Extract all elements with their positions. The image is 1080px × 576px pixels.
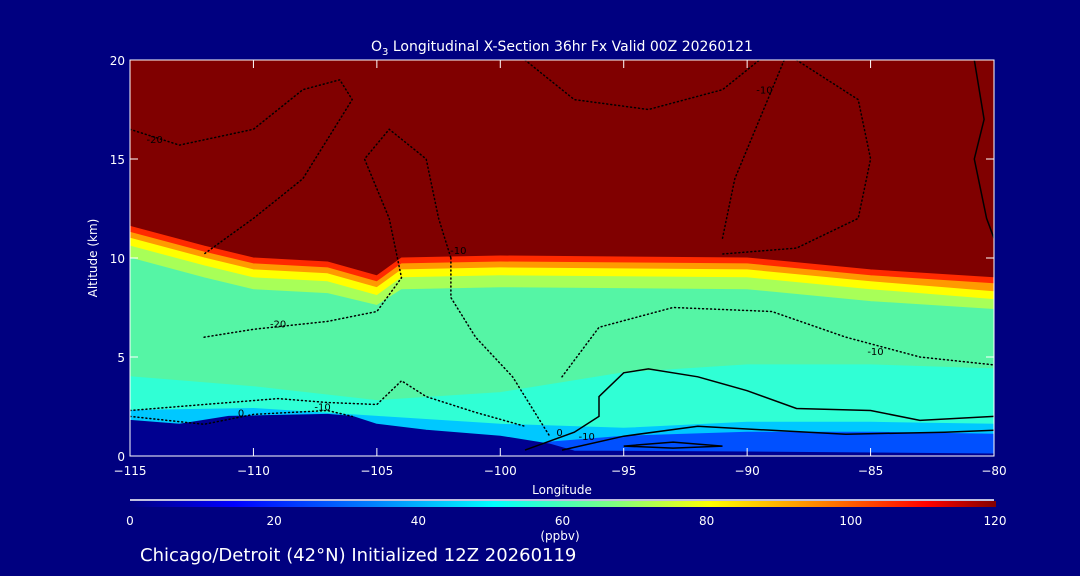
footer-caption: Chicago/Detroit (42°N) Initialized 12Z 2…	[140, 545, 576, 566]
contour-label: -20	[147, 135, 163, 146]
contour-label: -10	[450, 246, 466, 257]
x-tick-label: −85	[858, 464, 883, 478]
contour-label: 0	[238, 408, 244, 419]
y-axis-label: Altitude (km)	[86, 219, 100, 298]
contour-label: -20	[270, 319, 286, 330]
y-tick-label: 10	[110, 252, 125, 266]
contour-line	[973, 60, 994, 239]
contour-line	[561, 306, 994, 378]
contour-line	[721, 60, 785, 239]
colorbar-tick-label: 60	[555, 514, 570, 528]
x-tick-label: −100	[484, 464, 517, 478]
x-tick-label: −105	[360, 464, 393, 478]
colorbar-tick-label: 0	[126, 514, 134, 528]
contour-line	[203, 128, 452, 338]
x-tick-label: −110	[237, 464, 270, 478]
colorbar-label: (ppbv)	[540, 529, 579, 543]
contour-line	[130, 409, 353, 426]
ozone-layer-8	[130, 413, 994, 456]
colorbar-tick-label: 120	[984, 514, 1007, 528]
y-tick-label: 0	[117, 450, 125, 464]
contour-line	[721, 60, 872, 255]
axes: −115 −110 −105 −100 −95 −90 −85 −80 0 5 10 15 20	[110, 54, 1007, 478]
chart-title: O3 Longitudinal X-Section 36hr Fx Valid …	[371, 39, 753, 58]
x-tick-label: −90	[734, 464, 759, 478]
x-axis-label: Longitude	[532, 483, 592, 497]
contour-label: -10	[579, 432, 595, 443]
contour-label: -10	[867, 347, 883, 358]
contour-line	[130, 379, 526, 428]
contour-line	[561, 425, 994, 451]
x-tick-label: −95	[611, 464, 636, 478]
x-tick-label: −80	[981, 464, 1006, 478]
contour-line	[130, 78, 354, 255]
colorbar-tick-label: 100	[839, 514, 862, 528]
colorbar-tick-label: 80	[699, 514, 714, 528]
contour-label: 0	[556, 428, 562, 439]
x-tick-label: −115	[114, 464, 147, 478]
colorbar-ticks: 0 20 40 60 80 100 120	[126, 514, 1006, 528]
contour-line	[524, 368, 994, 451]
y-tick-label: 5	[117, 351, 125, 365]
ozone-layer-7	[130, 431, 994, 456]
colorbar	[130, 501, 996, 507]
contour-line	[623, 441, 723, 449]
contour-label: -10	[756, 86, 772, 97]
colorbar-tick-label: 20	[267, 514, 282, 528]
colorbar-tick-label: 40	[411, 514, 426, 528]
contour-line	[450, 257, 551, 437]
contour-label: -10	[314, 402, 330, 413]
plot-area: -20 -20 -10 -10 -10 -10 0 0 -10	[130, 60, 994, 456]
y-tick-label: 20	[110, 54, 125, 68]
y-tick-label: 15	[110, 153, 125, 167]
